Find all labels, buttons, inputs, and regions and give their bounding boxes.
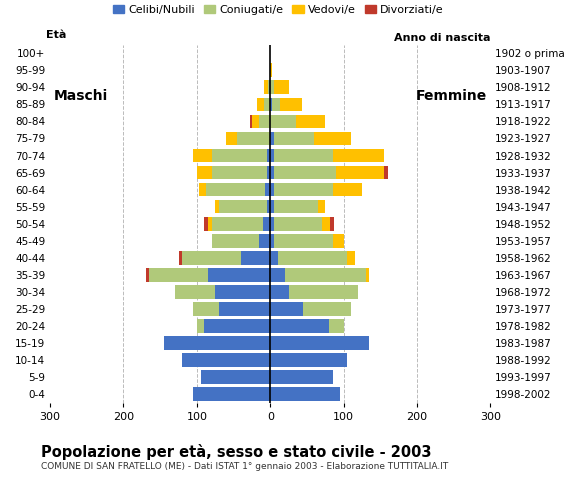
- Bar: [318, 200, 325, 214]
- Bar: [270, 336, 369, 350]
- Bar: [182, 251, 241, 264]
- Bar: [197, 166, 212, 180]
- Bar: [270, 217, 274, 230]
- Bar: [201, 371, 270, 384]
- Bar: [365, 268, 369, 282]
- Bar: [270, 268, 285, 282]
- Bar: [303, 302, 351, 316]
- Bar: [149, 268, 208, 282]
- Bar: [267, 166, 270, 180]
- Bar: [285, 268, 365, 282]
- Bar: [226, 132, 237, 145]
- Bar: [274, 132, 314, 145]
- Bar: [175, 285, 215, 299]
- Bar: [274, 217, 322, 230]
- Bar: [252, 115, 259, 128]
- Bar: [274, 149, 332, 162]
- Bar: [208, 268, 270, 282]
- Bar: [270, 132, 274, 145]
- Text: Maschi: Maschi: [54, 89, 108, 103]
- Bar: [219, 200, 267, 214]
- Bar: [280, 97, 302, 111]
- Bar: [270, 63, 271, 77]
- Bar: [267, 149, 270, 162]
- Bar: [322, 217, 331, 230]
- Bar: [204, 319, 270, 333]
- Bar: [274, 166, 336, 180]
- Bar: [193, 387, 270, 401]
- Bar: [270, 234, 274, 248]
- Bar: [208, 217, 212, 230]
- Bar: [274, 183, 332, 196]
- Bar: [206, 183, 265, 196]
- Text: Età: Età: [46, 30, 67, 39]
- Bar: [384, 166, 387, 180]
- Bar: [270, 302, 303, 316]
- Bar: [270, 166, 274, 180]
- Bar: [268, 81, 270, 94]
- Text: Femmine: Femmine: [415, 89, 487, 103]
- Bar: [212, 166, 267, 180]
- Bar: [212, 217, 263, 230]
- Bar: [270, 97, 273, 111]
- Bar: [182, 353, 270, 367]
- Bar: [264, 97, 270, 111]
- Bar: [179, 251, 182, 264]
- Bar: [314, 132, 351, 145]
- Bar: [273, 97, 280, 111]
- Bar: [215, 200, 219, 214]
- Text: Anno di nascita: Anno di nascita: [394, 33, 490, 43]
- Bar: [296, 115, 325, 128]
- Bar: [278, 251, 347, 264]
- Bar: [215, 285, 270, 299]
- Text: COMUNE DI SAN FRATELLO (ME) - Dati ISTAT 1° gennaio 2003 - Elaborazione TUTTITAL: COMUNE DI SAN FRATELLO (ME) - Dati ISTAT…: [41, 462, 448, 471]
- Bar: [241, 251, 270, 264]
- Bar: [274, 200, 318, 214]
- Bar: [331, 217, 334, 230]
- Bar: [197, 319, 204, 333]
- Bar: [270, 200, 274, 214]
- Bar: [257, 97, 264, 111]
- Bar: [270, 149, 274, 162]
- Bar: [164, 336, 270, 350]
- Legend: Celibi/Nubili, Coniugati/e, Vedovi/e, Divorziati/e: Celibi/Nubili, Coniugati/e, Vedovi/e, Di…: [108, 1, 448, 20]
- Bar: [336, 166, 384, 180]
- Bar: [263, 217, 270, 230]
- Bar: [193, 149, 212, 162]
- Bar: [219, 302, 270, 316]
- Bar: [146, 268, 149, 282]
- Bar: [274, 81, 289, 94]
- Bar: [270, 371, 332, 384]
- Bar: [270, 251, 278, 264]
- Bar: [193, 302, 219, 316]
- Bar: [332, 183, 362, 196]
- Bar: [212, 234, 259, 248]
- Bar: [265, 183, 270, 196]
- Bar: [270, 81, 274, 94]
- Bar: [270, 353, 347, 367]
- Bar: [332, 234, 343, 248]
- Bar: [329, 319, 343, 333]
- Bar: [289, 285, 358, 299]
- Bar: [274, 234, 332, 248]
- Bar: [270, 183, 274, 196]
- Bar: [250, 115, 252, 128]
- Bar: [212, 149, 267, 162]
- Bar: [270, 387, 340, 401]
- Bar: [259, 234, 270, 248]
- Bar: [199, 183, 206, 196]
- Bar: [264, 81, 268, 94]
- Bar: [270, 115, 296, 128]
- Bar: [267, 200, 270, 214]
- Bar: [270, 319, 329, 333]
- Bar: [204, 217, 208, 230]
- Bar: [347, 251, 354, 264]
- Bar: [237, 132, 270, 145]
- Bar: [259, 115, 270, 128]
- Text: Popolazione per età, sesso e stato civile - 2003: Popolazione per età, sesso e stato civil…: [41, 444, 431, 460]
- Bar: [332, 149, 384, 162]
- Bar: [270, 285, 289, 299]
